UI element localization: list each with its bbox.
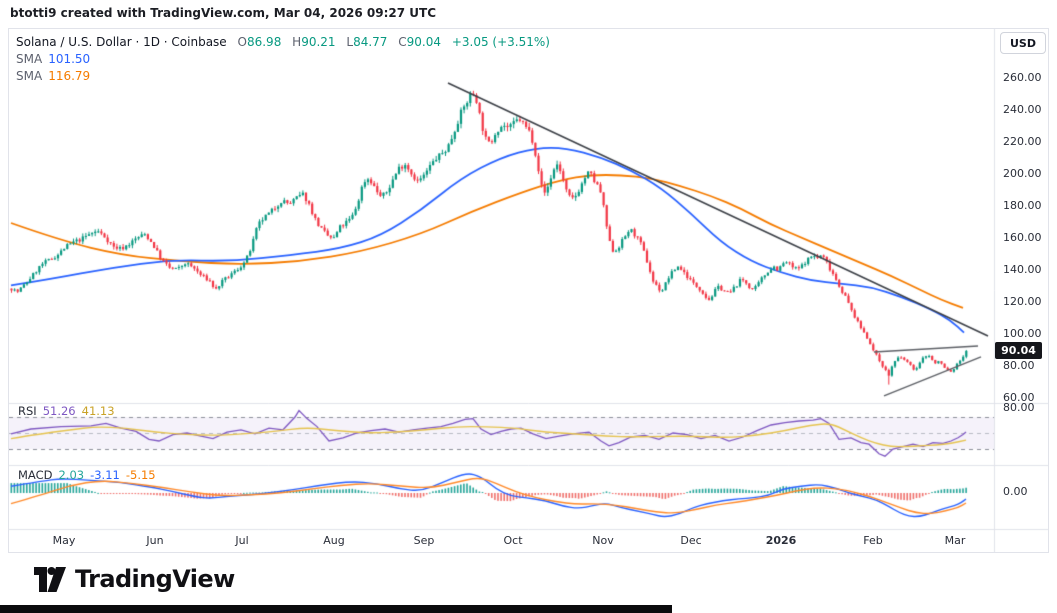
open-value: 86.98 <box>246 35 282 49</box>
time-axis[interactable]: May Jun Jul Aug Sep Oct Nov Dec 2026 Feb Mar <box>9 530 994 552</box>
macd-axis-label: 0.00 <box>1003 485 1028 498</box>
sma-fast-label: SMA <box>16 52 43 66</box>
price-axis-label: 80.00 <box>1003 359 1035 372</box>
rsi-value: 51.26 <box>42 404 76 418</box>
high-label: H <box>292 35 302 49</box>
tradingview-logo-icon <box>34 566 66 592</box>
low-label: L <box>346 35 354 49</box>
time-axis-label: May <box>52 534 76 547</box>
attribution-text: btotti9 created with TradingView.com, Ma… <box>10 6 437 20</box>
chart-frame: Solana / U.S. Dollar · 1D · Coinbase O86… <box>8 28 1049 553</box>
price-axis-label: 240.00 <box>1003 103 1042 116</box>
open-label: O <box>237 35 247 49</box>
sma-fast-legend-row: SMA 101.50 <box>16 51 550 68</box>
macd-signal-value: -5.15 <box>125 468 156 482</box>
price-axis-label: 220.00 <box>1003 135 1042 148</box>
time-axis-label: Sep <box>413 534 435 547</box>
time-axis-label: Jul <box>235 534 249 547</box>
macd-hist-value: 2.03 <box>58 468 85 482</box>
macd-label: MACD <box>18 468 53 482</box>
change-value: +3.05 (+3.51%) <box>451 35 550 49</box>
macd-legend: MACD 2.03 -3.11 -5.15 <box>18 468 156 482</box>
time-axis-label: Mar <box>944 534 966 547</box>
macd-line-value: -3.11 <box>90 468 120 482</box>
price-axis-label: 60.00 <box>1003 391 1035 404</box>
symbol-legend-row: Solana / U.S. Dollar · 1D · Coinbase O86… <box>16 34 550 51</box>
price-axis-label: 200.00 <box>1003 167 1042 180</box>
rsi-label: RSI <box>18 404 37 418</box>
low-value: 84.77 <box>353 35 388 49</box>
rsi-ma-value: 41.13 <box>81 404 115 418</box>
time-axis-label: Jun <box>146 534 164 547</box>
rsi-legend: RSI 51.26 41.13 <box>18 404 115 418</box>
sma-fast-value: 101.50 <box>48 52 91 66</box>
time-axis-label: Oct <box>503 534 523 547</box>
price-axis-label: 160.00 <box>1003 231 1042 244</box>
rsi-axis-label: 80.00 <box>1003 401 1035 414</box>
currency-button[interactable]: USD <box>1000 32 1046 54</box>
footer: TradingView <box>34 565 235 593</box>
sma-slow-value: 116.79 <box>48 69 91 83</box>
close-label: C <box>398 35 407 49</box>
high-value: 90.21 <box>301 35 336 49</box>
sma-slow-legend-row: SMA 116.79 <box>16 68 550 85</box>
brand-wordmark: TradingView <box>75 565 235 593</box>
price-axis-label: 140.00 <box>1003 263 1042 276</box>
bottom-black-bar <box>0 605 672 613</box>
chart-canvas[interactable] <box>9 29 1048 552</box>
last-price-badge: 90.04 <box>995 342 1042 359</box>
time-axis-label: 2026 <box>765 534 797 547</box>
time-axis-label: Dec <box>680 534 702 547</box>
symbol-title: Solana / U.S. Dollar · 1D · Coinbase <box>16 35 227 49</box>
time-axis-label: Feb <box>863 534 883 547</box>
price-axis-label: 100.00 <box>1003 327 1042 340</box>
chart-legend: Solana / U.S. Dollar · 1D · Coinbase O86… <box>16 34 550 85</box>
close-value: 90.04 <box>406 35 441 49</box>
price-axis-label: 180.00 <box>1003 199 1042 212</box>
time-axis-label: Aug <box>323 534 345 547</box>
price-axis-label: 120.00 <box>1003 295 1042 308</box>
time-axis-label: Nov <box>592 534 614 547</box>
price-axis-label: 260.00 <box>1003 71 1042 84</box>
sma-slow-label: SMA <box>16 69 43 83</box>
price-axis[interactable]: USD 90.04 80.00 0.00 260.00 240.00 220.00 2… <box>995 29 1048 552</box>
